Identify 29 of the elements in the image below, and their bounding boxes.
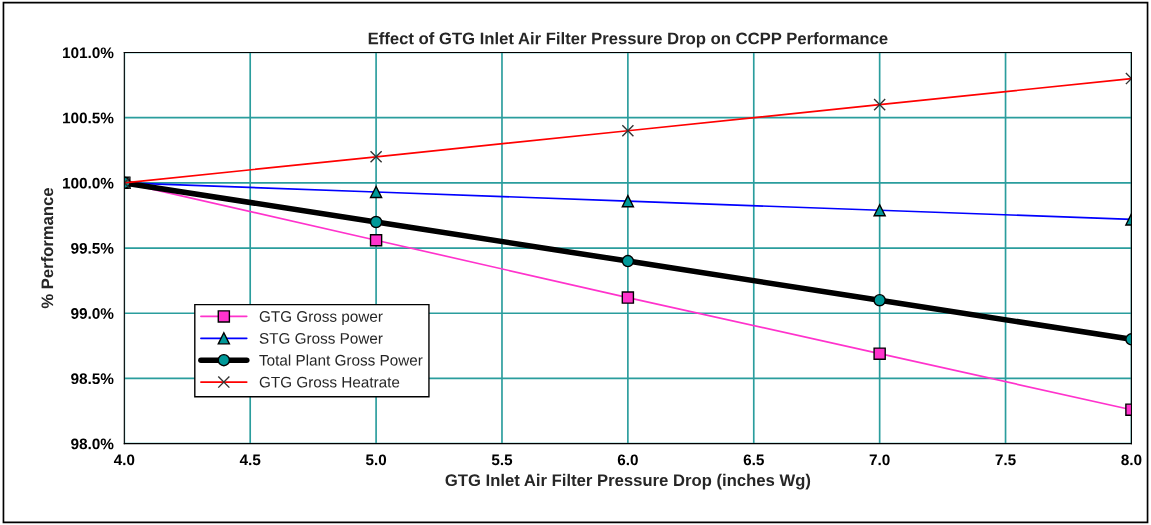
point — [369, 215, 383, 229]
point — [621, 254, 635, 268]
x-tick-label: 6.0 — [617, 454, 638, 466]
chart-title: Effect of GTG Inlet Air Filter Pressure Drop on CCPP Performance — [368, 32, 888, 48]
x-tick-label: 4.0 — [113, 454, 135, 466]
legend-label: GTG Gross Heatrate — [259, 376, 400, 388]
x-tick-label: 7.0 — [869, 454, 890, 466]
point — [873, 347, 886, 360]
legend-label: Total Plant Gross Power — [259, 354, 423, 366]
legend-label: GTG Gross power — [259, 311, 383, 325]
x-tick-label: 5.0 — [365, 454, 387, 466]
point — [873, 293, 886, 307]
x-tick-label: 6.5 — [743, 454, 764, 466]
y-tick-label: 101.0% — [63, 47, 114, 59]
y-tick-label: 98.5% — [71, 373, 114, 385]
legend-label: STG Gross Power — [259, 332, 383, 344]
x-axis-title: GTG Inlet Air Filter Pressure Drop (inches Wg) — [445, 473, 811, 490]
y-tick-label: 99.5% — [71, 242, 114, 254]
x-tick-label: 5.5 — [491, 454, 513, 466]
x-tick-label: 4.5 — [239, 454, 261, 466]
point — [621, 291, 635, 304]
y-axis-title: % Performance — [40, 187, 54, 309]
point — [369, 233, 383, 247]
y-tick-label: 100.0% — [63, 177, 114, 189]
y-tick-label: 99.0% — [71, 308, 114, 319]
y-tick-label: 100.5% — [63, 112, 114, 124]
x-tick-label: 7.5 — [995, 454, 1016, 466]
x-tick-label: 8.0 — [1121, 454, 1142, 466]
y-tick-label: 98.0% — [71, 438, 114, 450]
